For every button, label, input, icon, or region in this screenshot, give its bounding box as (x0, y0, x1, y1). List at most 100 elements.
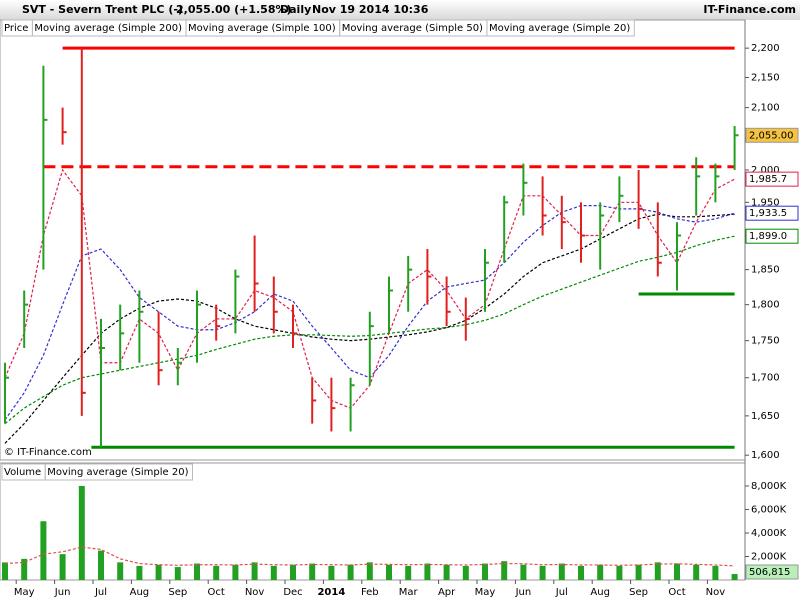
volume-bar (98, 550, 104, 580)
volume-bar (424, 563, 431, 580)
y-tick-label: 1,750 (751, 336, 780, 347)
x-tick-label: Dec (283, 587, 302, 598)
y-tick-label: 1,600 (751, 450, 780, 461)
legend-entry: Volume (4, 467, 41, 478)
source: IT-Finance.com (703, 3, 796, 16)
y-tick-label: 2,100 (751, 103, 780, 114)
volume-bar (59, 554, 66, 580)
y-tick-label: 2,200 (751, 43, 780, 54)
x-tick-label: Jun (515, 587, 532, 598)
last-value-box (745, 564, 799, 580)
x-tick-label: Sep (168, 587, 187, 598)
volume-bar (309, 563, 316, 580)
legend-box (44, 463, 193, 481)
header-bar (0, 0, 800, 20)
x-tick-label: Oct (208, 587, 225, 598)
legend-entry: Moving average (Simple 20) (489, 23, 630, 34)
volume-bar (2, 562, 8, 580)
volume-ma-line (4, 546, 735, 567)
x-tick-label: Jul (94, 587, 107, 598)
y-tick-label: 1,800 (751, 300, 780, 311)
interval: Daily (280, 3, 311, 16)
volume-bar (482, 563, 488, 580)
price-panel (0, 19, 746, 461)
x-tick-label: Sep (629, 587, 648, 598)
volume-bar (558, 563, 565, 580)
volume-bar (501, 561, 508, 580)
volume-bar (405, 565, 412, 580)
volume-bar (290, 564, 296, 580)
volume-panel (0, 462, 746, 581)
volume-bar (539, 565, 546, 580)
volume-bar (674, 563, 680, 580)
volume-bar (635, 564, 642, 580)
x-tick-label: Oct (668, 587, 685, 598)
timestamp: Nov 19 2014 10:36 (312, 3, 429, 16)
volume-bar (251, 562, 258, 580)
legend-entry: Moving average (Simple 100) (188, 23, 336, 34)
volume-bar (40, 521, 47, 580)
y-tick-label: 4,000K (751, 528, 787, 539)
x-tick-label: 2014 (317, 587, 345, 598)
watermark: © IT-Finance.com (4, 447, 92, 458)
last-value-box (745, 228, 799, 244)
y-tick-label: 8,000K (751, 481, 787, 492)
y-tick-label: 6,000K (751, 504, 787, 515)
volume-bar (578, 565, 584, 580)
legend-entry: Moving average (Simple 20) (47, 467, 188, 478)
volume-bar (328, 565, 335, 580)
x-tick-label: Jul (555, 587, 568, 598)
x-tick-label: Mar (399, 587, 419, 598)
volume-bar (213, 565, 220, 580)
chart-title: SVT - Severn Trent PLC (-) (22, 3, 183, 16)
volume-bar (731, 574, 738, 580)
x-tick-label: Aug (130, 587, 150, 598)
volume-bar (597, 564, 604, 580)
last-value-label: 506,815 (749, 567, 790, 578)
volume-bar (155, 564, 162, 580)
legend-entry: Moving average (Simple 50) (342, 23, 483, 34)
last-value-box (745, 205, 799, 221)
last-value-label: 1,933.5 (749, 208, 787, 219)
x-tick-label: Nov (245, 587, 265, 598)
x-tick-label: Nov (706, 587, 726, 598)
legend-box (486, 19, 635, 37)
y-tick-label: 1,650 (751, 411, 780, 422)
volume-bar (347, 564, 354, 580)
volume-bar (616, 565, 623, 580)
x-tick-label: Aug (590, 587, 610, 598)
y-tick-label: 1,850 (751, 265, 780, 276)
y-tick-label: 2,000 (751, 165, 780, 176)
last-value-box (745, 127, 799, 143)
y-tick-label: 2,150 (751, 73, 780, 84)
volume-bar (78, 485, 85, 580)
volume-bar (386, 564, 392, 580)
y-tick-label: 2,000K (751, 551, 787, 562)
volume-bar (520, 564, 527, 580)
volume-bar (443, 564, 450, 580)
legend-entry: Moving average (Simple 200) (34, 23, 182, 34)
volume-bar (270, 565, 277, 580)
x-tick-label: Jun (54, 587, 71, 598)
volume-bar (21, 558, 28, 580)
x-tick-label: Apr (438, 587, 456, 598)
volume-bar (654, 562, 661, 580)
last-value-label: 1,985.7 (749, 174, 787, 185)
y-tick-label: 1,950 (751, 197, 780, 208)
volume-bar (174, 567, 181, 580)
volume-bar (117, 562, 124, 580)
last-value-box (745, 171, 799, 187)
last-value-label: 1,899.0 (749, 231, 787, 242)
x-tick-label: Feb (361, 587, 379, 598)
last-value-label: 2,055.00 (749, 130, 794, 141)
x-tick-label: May (14, 587, 35, 598)
volume-bar (136, 565, 143, 580)
y-tick-label: 1,700 (751, 373, 780, 384)
volume-bar (462, 565, 469, 580)
volume-bar (366, 562, 373, 580)
volume-bar (712, 565, 719, 580)
volume-bar (693, 564, 700, 580)
x-tick-label: May (475, 587, 496, 598)
volume-bar (232, 564, 239, 580)
